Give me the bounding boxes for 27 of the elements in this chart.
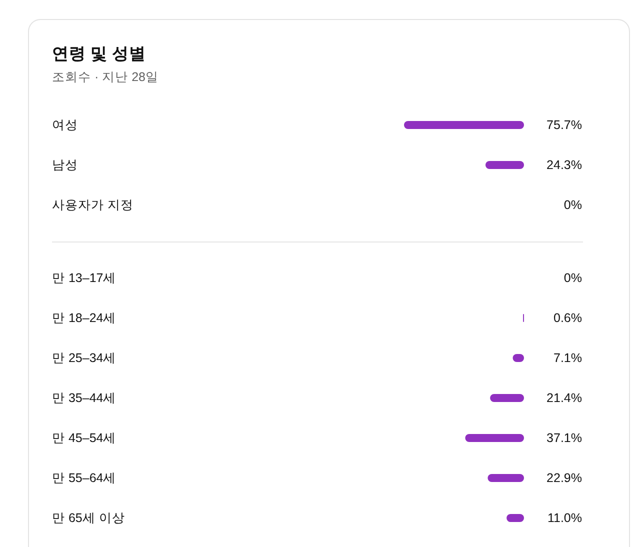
data-label: 0.6% xyxy=(554,311,582,325)
data-label: 11.0% xyxy=(547,511,582,525)
data-label: 24.3% xyxy=(546,158,582,172)
data-label: 7.1% xyxy=(554,351,582,365)
data-label: 22.9% xyxy=(546,471,582,485)
bar xyxy=(465,434,524,442)
bar xyxy=(490,394,524,402)
data-label: 37.1% xyxy=(546,431,582,445)
y-tick-label: 여성 xyxy=(52,118,78,132)
y-tick-label: 만 18–24세 xyxy=(52,311,116,325)
bar xyxy=(404,121,524,129)
text: 연령 및 성별 xyxy=(52,45,146,63)
y-tick-label: 남성 xyxy=(52,158,78,172)
bar xyxy=(488,474,524,482)
y-tick-label: 사용자가 지정 xyxy=(52,198,134,212)
data-label: 75.7% xyxy=(546,118,582,132)
bar xyxy=(485,161,524,169)
text: 조회수 · 지난 28일 xyxy=(52,70,158,84)
y-tick-label: 만 35–44세 xyxy=(52,391,116,405)
y-tick-label: 만 13–17세 xyxy=(52,271,116,285)
data-label: 0% xyxy=(564,198,582,212)
y-tick-label: 만 55–64세 xyxy=(52,471,116,485)
data-label: 21.4% xyxy=(546,391,582,405)
y-tick-label: 만 25–34세 xyxy=(52,351,116,365)
data-label: 0% xyxy=(564,271,582,285)
y-tick-label: 만 65세 이상 xyxy=(52,511,125,525)
y-tick-label: 만 45–54세 xyxy=(52,431,116,445)
